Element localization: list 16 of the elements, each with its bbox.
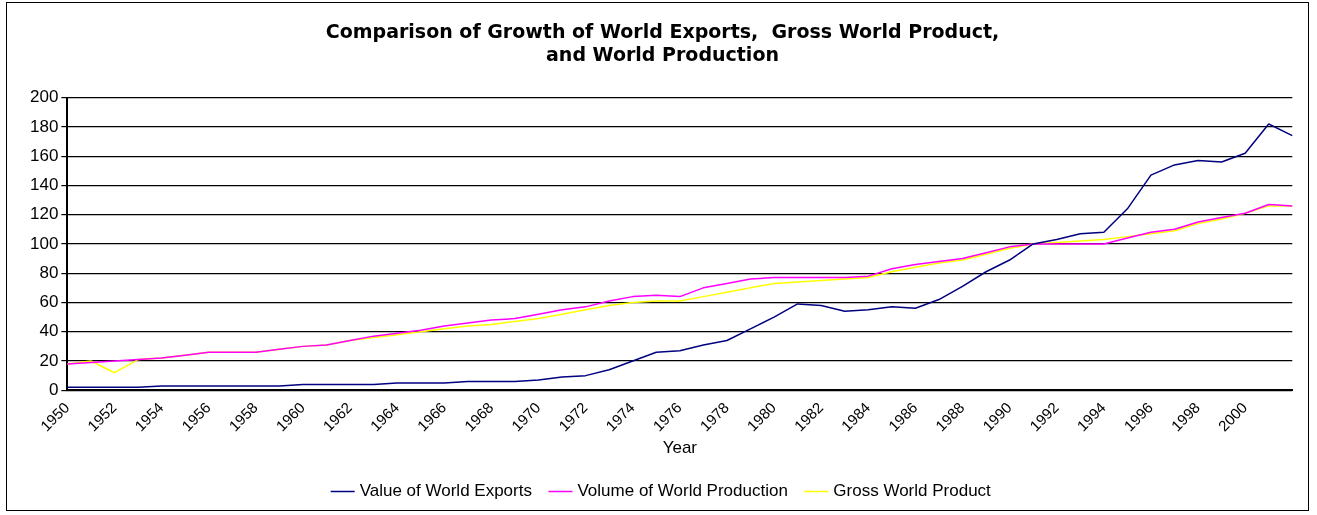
x-axis-title: Year <box>662 438 698 458</box>
y-tick-label: 80 <box>39 262 59 282</box>
legend-label: Gross World Product <box>833 481 992 501</box>
y-tick-label: 140 <box>29 175 59 195</box>
y-tick-label: 160 <box>29 145 59 165</box>
legend-label: Value of World Exports <box>359 481 532 501</box>
y-tick-label: 120 <box>29 204 59 224</box>
y-tick-label: 60 <box>39 292 59 312</box>
y-tick-label: 40 <box>39 321 59 341</box>
y-tick-label: 200 <box>29 87 59 107</box>
chart-title: Comparison of Growth of World Exports, Gross World Product, and World Production <box>325 20 1000 66</box>
y-tick-label: 0 <box>48 379 59 399</box>
legend-label: Volume of World Production <box>577 481 788 501</box>
y-tick-label: 180 <box>29 116 59 136</box>
y-tick-label: 100 <box>29 233 59 253</box>
y-tick-label: 20 <box>39 350 59 370</box>
